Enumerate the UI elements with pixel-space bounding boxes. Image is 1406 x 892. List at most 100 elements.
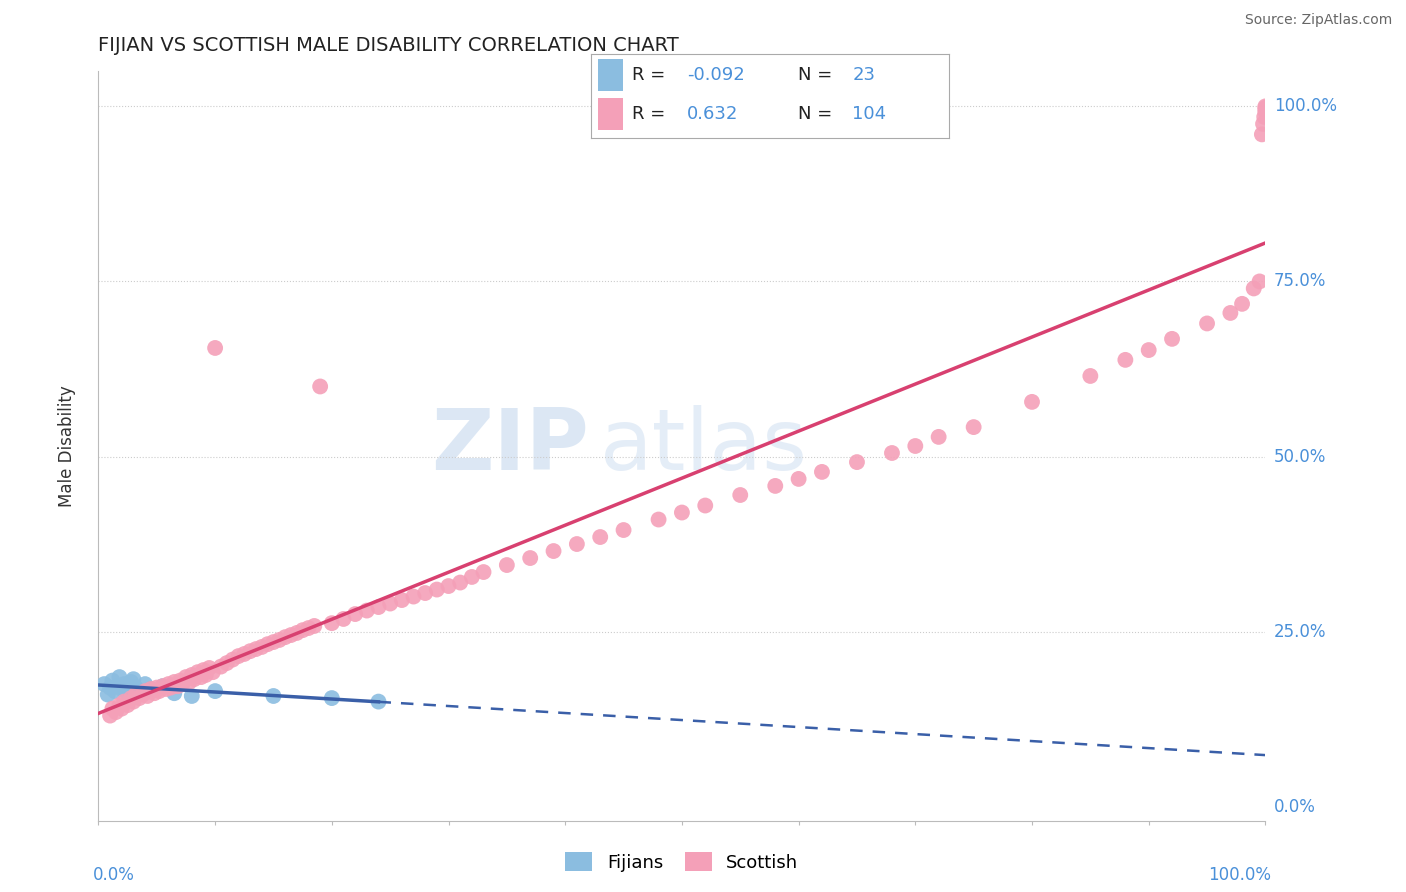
Point xyxy=(1080,368,1102,383)
Point xyxy=(111,701,134,715)
Text: 100.0%: 100.0% xyxy=(1274,97,1337,115)
Point xyxy=(344,607,367,621)
Point xyxy=(98,708,121,723)
Point xyxy=(152,679,174,693)
Point xyxy=(1254,101,1277,115)
Point xyxy=(250,640,273,654)
Point xyxy=(391,593,413,607)
Point xyxy=(163,686,186,700)
Point xyxy=(120,691,142,706)
Point xyxy=(647,512,669,526)
Point xyxy=(159,681,181,695)
Point xyxy=(1021,395,1043,409)
Point xyxy=(269,632,291,647)
Point xyxy=(1251,117,1274,131)
Point xyxy=(846,455,869,469)
Text: 0.632: 0.632 xyxy=(688,104,738,123)
Point xyxy=(880,446,903,460)
Bar xyxy=(598,97,623,130)
Point xyxy=(132,688,155,702)
Text: ZIP: ZIP xyxy=(430,404,589,488)
Point xyxy=(239,644,262,658)
Point xyxy=(280,628,302,642)
Point xyxy=(285,626,308,640)
Point xyxy=(143,686,166,700)
Point xyxy=(928,430,950,444)
Point xyxy=(1230,297,1253,311)
Legend: Fijians, Scottish: Fijians, Scottish xyxy=(558,846,806,879)
Point xyxy=(146,681,169,695)
Point xyxy=(245,642,267,657)
Text: FIJIAN VS SCOTTISH MALE DISABILITY CORRELATION CHART: FIJIAN VS SCOTTISH MALE DISABILITY CORRE… xyxy=(98,36,679,54)
Text: 104: 104 xyxy=(852,104,886,123)
Y-axis label: Male Disability: Male Disability xyxy=(58,385,76,507)
Point xyxy=(1249,275,1271,289)
Point xyxy=(155,681,177,696)
Point xyxy=(139,681,162,696)
Point xyxy=(291,623,314,637)
Point xyxy=(174,670,197,684)
Point xyxy=(120,675,142,690)
Point xyxy=(187,665,209,680)
Point xyxy=(262,689,284,703)
Point xyxy=(297,621,319,635)
Point xyxy=(163,675,186,690)
Point xyxy=(101,701,124,715)
Point xyxy=(180,689,202,703)
Point xyxy=(543,544,565,558)
Point xyxy=(204,341,226,355)
Point xyxy=(190,670,212,684)
Point xyxy=(139,681,162,696)
Point xyxy=(332,612,354,626)
Text: 25.0%: 25.0% xyxy=(1274,623,1326,640)
Point xyxy=(613,523,636,537)
Point xyxy=(128,691,150,706)
Point xyxy=(565,537,588,551)
Text: R =: R = xyxy=(631,104,665,123)
Point xyxy=(117,698,139,712)
Point xyxy=(172,677,194,691)
Point xyxy=(413,586,436,600)
Point xyxy=(356,603,378,617)
Point xyxy=(105,679,128,693)
Point xyxy=(125,688,148,702)
Point xyxy=(97,688,120,702)
Point xyxy=(180,668,202,682)
Point xyxy=(194,668,217,682)
Point xyxy=(274,630,297,644)
Point xyxy=(461,570,484,584)
Point xyxy=(179,675,201,690)
Point xyxy=(111,681,134,696)
Point xyxy=(108,670,131,684)
Point xyxy=(104,705,127,719)
Point xyxy=(1137,343,1160,357)
Point xyxy=(1254,105,1277,120)
Point xyxy=(449,575,471,590)
Point xyxy=(1114,352,1136,367)
Text: Source: ZipAtlas.com: Source: ZipAtlas.com xyxy=(1244,13,1392,28)
Point xyxy=(519,551,541,566)
Point xyxy=(134,677,156,691)
Point xyxy=(1253,110,1275,124)
Point xyxy=(1243,281,1265,295)
Point xyxy=(112,677,135,691)
Point xyxy=(437,579,460,593)
Point xyxy=(228,649,250,664)
Point xyxy=(402,590,425,604)
Point xyxy=(1219,306,1241,320)
Point xyxy=(367,600,389,615)
Point xyxy=(183,672,205,686)
Point xyxy=(215,656,238,670)
Text: N =: N = xyxy=(799,104,832,123)
Text: R =: R = xyxy=(631,66,665,84)
Point xyxy=(1195,317,1218,331)
Point xyxy=(671,506,693,520)
Point xyxy=(904,439,927,453)
Point xyxy=(136,689,159,703)
Point xyxy=(93,677,115,691)
Point xyxy=(262,635,284,649)
Point xyxy=(1254,103,1277,117)
Text: 0.0%: 0.0% xyxy=(93,865,135,884)
Point xyxy=(221,652,243,666)
Point xyxy=(233,647,256,661)
